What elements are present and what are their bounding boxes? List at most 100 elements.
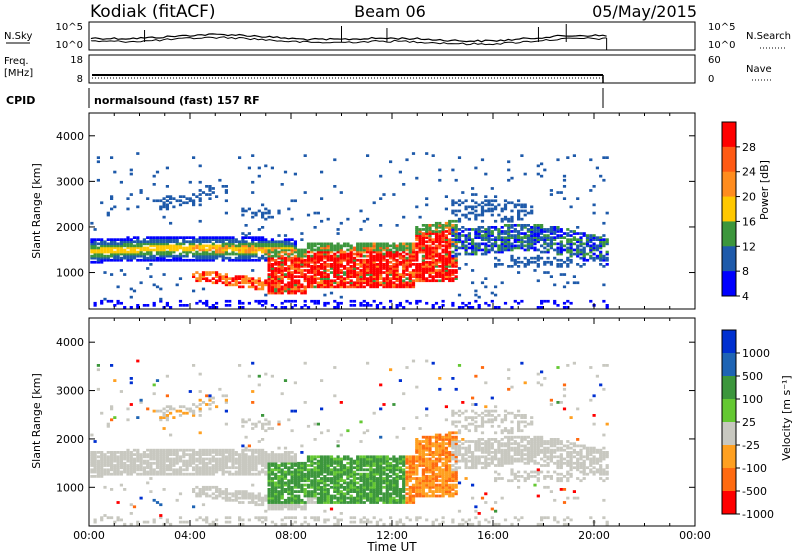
data-cell bbox=[119, 258, 123, 262]
data-cell bbox=[434, 518, 439, 522]
data-cell bbox=[169, 405, 173, 409]
data-cell bbox=[418, 234, 422, 237]
data-cell bbox=[280, 461, 284, 465]
data-cell bbox=[224, 304, 228, 307]
data-cell bbox=[408, 459, 412, 463]
data-cell bbox=[247, 492, 251, 496]
data-cell bbox=[267, 279, 271, 283]
data-cell bbox=[146, 459, 150, 463]
data-cell bbox=[540, 238, 544, 241]
data-cell bbox=[103, 240, 107, 244]
data-cell bbox=[434, 457, 439, 461]
data-cell bbox=[274, 461, 278, 465]
data-cell bbox=[142, 468, 146, 472]
data-cell bbox=[349, 481, 353, 485]
data-cell bbox=[356, 248, 360, 252]
data-cell bbox=[300, 291, 304, 295]
data-cell bbox=[283, 306, 288, 309]
data-cell bbox=[257, 383, 261, 387]
data-cell bbox=[471, 244, 475, 248]
data-cell bbox=[261, 498, 265, 502]
data-cell bbox=[339, 492, 343, 496]
data-cell bbox=[517, 244, 521, 248]
data-cell bbox=[270, 215, 274, 219]
data-cell bbox=[159, 238, 163, 241]
data-cell bbox=[536, 230, 540, 233]
data-cell bbox=[454, 226, 458, 229]
data-cell bbox=[257, 494, 261, 498]
data-cell bbox=[169, 466, 173, 470]
data-cell bbox=[146, 407, 150, 411]
colorbar-swatch bbox=[722, 246, 736, 272]
data-cell bbox=[431, 258, 435, 262]
data-cell bbox=[195, 238, 199, 241]
data-cell bbox=[198, 193, 202, 196]
data-cell bbox=[382, 459, 386, 463]
data-cell bbox=[418, 485, 422, 489]
data-cell bbox=[484, 285, 488, 289]
data-cell bbox=[543, 236, 547, 239]
data-cell bbox=[326, 479, 330, 483]
data-cell bbox=[333, 275, 337, 278]
data-cell bbox=[247, 285, 251, 289]
data-cell bbox=[142, 240, 146, 244]
sky-noise-line bbox=[90, 33, 607, 43]
data-cell bbox=[247, 236, 251, 239]
data-cell bbox=[352, 269, 357, 272]
data-cell bbox=[175, 498, 179, 502]
data-cell bbox=[323, 285, 327, 289]
data-cell bbox=[228, 236, 232, 239]
data-cell bbox=[421, 481, 425, 485]
data-cell bbox=[451, 244, 455, 248]
data-cell bbox=[159, 470, 163, 474]
data-cell bbox=[257, 459, 261, 463]
data-cell bbox=[297, 263, 301, 266]
data-cell bbox=[379, 479, 383, 483]
data-cell bbox=[283, 275, 288, 278]
data-cell bbox=[290, 289, 294, 293]
data-cell bbox=[211, 252, 215, 256]
data-cell bbox=[277, 279, 281, 283]
data-cell bbox=[336, 496, 340, 500]
data-cell bbox=[201, 518, 206, 522]
data-cell bbox=[428, 254, 432, 258]
data-cell bbox=[221, 242, 225, 246]
data-cell bbox=[310, 496, 314, 500]
data-cell bbox=[280, 281, 284, 285]
data-cell bbox=[234, 461, 238, 465]
data-cell bbox=[326, 429, 330, 433]
data-cell bbox=[149, 256, 153, 260]
data-cell bbox=[333, 306, 337, 309]
data-cell bbox=[251, 252, 255, 256]
data-cell bbox=[372, 299, 376, 303]
data-cell bbox=[290, 496, 294, 500]
data-cell bbox=[280, 392, 284, 396]
data-cell bbox=[359, 498, 363, 502]
data-cell bbox=[251, 453, 255, 456]
data-cell bbox=[536, 172, 540, 176]
data-cell bbox=[333, 472, 337, 476]
data-cell bbox=[346, 461, 350, 465]
data-cell bbox=[277, 275, 281, 278]
data-cell bbox=[231, 240, 235, 244]
data-cell bbox=[188, 448, 192, 452]
data-cell bbox=[428, 451, 432, 454]
data-cell bbox=[556, 246, 560, 250]
noise-right-tick-high: 10^5 bbox=[708, 22, 735, 33]
data-cell bbox=[313, 277, 317, 280]
data-cell bbox=[326, 258, 330, 262]
data-cell bbox=[129, 464, 133, 467]
data-cell bbox=[490, 199, 494, 203]
data-cell bbox=[517, 234, 521, 237]
data-cell bbox=[474, 201, 478, 205]
data-cell bbox=[372, 201, 376, 205]
data-cell bbox=[103, 461, 107, 465]
data-cell bbox=[385, 494, 389, 498]
data-cell bbox=[103, 468, 107, 472]
data-cell bbox=[152, 451, 156, 454]
data-cell bbox=[277, 242, 281, 246]
data-cell bbox=[362, 472, 366, 476]
data-cell bbox=[215, 244, 219, 248]
data-cell bbox=[195, 252, 199, 256]
data-cell bbox=[510, 224, 514, 227]
